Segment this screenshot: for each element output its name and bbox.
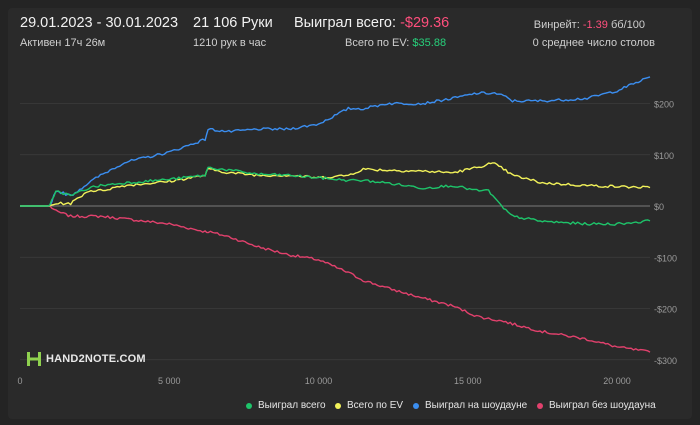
graph-panel [8,8,692,419]
y-tick-label: $0 [654,202,664,212]
y-tick-label: $200 [654,100,674,110]
ev-total-value: $35.88 [412,37,447,49]
avg-tables: 0 среднее число столов [532,37,655,49]
won-total-label: Выиграл всего: [294,15,397,31]
hands-per-hour: 1210 рук в час [193,37,267,49]
won-total-value: -$29.36 [400,15,450,31]
y-tick-label: -$300 [654,356,677,366]
date-range[interactable]: 29.01.2023 - 30.01.2023 [20,15,179,31]
y-tick-label: -$100 [654,253,677,263]
line-non-showdown [20,205,651,353]
y-tick-label: $100 [654,151,674,161]
hand2note-logo-icon [27,352,41,366]
legend-label: Выиграл на шоудауне [425,400,528,411]
legend-marker-icon [246,402,252,409]
ev-total-label: Всего по EV: [345,37,410,49]
legend-marker-icon [537,402,543,409]
legend-label: Выиграл всего [258,400,326,411]
winrate-value: -1.39 [582,19,608,31]
line-showdown [20,76,651,207]
legend-label: Выиграл без шоудауна [549,400,656,411]
x-tick-label: 5 000 [158,376,181,386]
hand2note-logo-text: HAND2NOTE.COM [46,353,146,365]
winrate-unit: бб/100 [610,19,645,31]
legend-item-non-showdown[interactable]: Выиграл без шоудауна [537,400,656,411]
active-time: Активен 17ч 26м [20,37,106,49]
y-tick-label: -$200 [654,305,677,315]
x-axis-labels: 0 5 000 10 000 15 000 20 000 [17,376,630,386]
legend-item-won-total[interactable]: Выиграл всего [246,400,326,411]
winrate-label: Винрейт: [533,19,580,31]
legend-label: Всего по EV [347,400,404,411]
ev-total: Всего по EV: $35.88 [345,37,446,49]
legend-item-ev-total[interactable]: Всего по EV [335,400,403,411]
x-tick-label: 10 000 [305,376,333,386]
y-axis-labels: $200 $100 $0 -$100 -$200 -$300 [654,100,677,366]
x-tick-label: 15 000 [454,376,482,386]
line-ev-total [20,162,651,207]
grid-lines [20,103,650,361]
winrate: Винрейт: -1.39 бб/100 [534,19,645,31]
series-lines [20,76,651,353]
x-tick-label: 20 000 [603,376,631,386]
legend-marker-icon [413,402,419,409]
hand2note-logo: HAND2NOTE.COM [26,351,146,367]
x-tick-label: 0 [17,376,22,386]
legend-marker-icon [335,402,341,409]
line-won-total [20,166,651,226]
won-total: Выиграл всего: -$29.36 [294,15,449,31]
hands-count: 21 106 Руки [193,15,273,31]
legend-item-showdown[interactable]: Выиграл на шоудауне [413,400,527,411]
